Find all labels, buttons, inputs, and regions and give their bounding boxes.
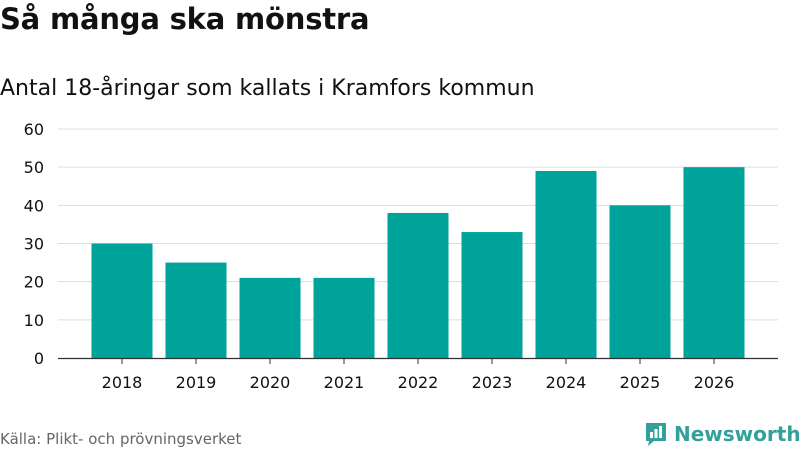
x-tick-label: 2025 (620, 373, 661, 392)
y-tick-label: 40 (24, 196, 44, 215)
chart-subtitle: Antal 18-åringar som kallats i Kramfors … (0, 76, 535, 101)
y-tick-label: 30 (24, 235, 44, 254)
y-tick-label: 10 (24, 311, 44, 330)
bar-2023 (461, 232, 523, 358)
x-axis-ticks: 2018 2019 2020 2021 2022 2023 2024 2025 2026 (102, 358, 735, 392)
bar-2024 (535, 170, 597, 358)
y-tick-label: 50 (24, 158, 44, 177)
brand-name: Newsworthy (674, 422, 800, 446)
brand-logo[interactable]: Newsworthy (644, 420, 800, 448)
bars (91, 167, 745, 358)
bar-2026 (683, 167, 745, 358)
source-note: Källa: Plikt- och prövningsverket (0, 430, 242, 448)
bar-2020 (239, 277, 301, 358)
x-tick-label: 2020 (250, 373, 291, 392)
bar-2019 (165, 262, 227, 358)
newsworthy-logo-icon (646, 423, 666, 446)
y-tick-label: 60 (24, 120, 44, 139)
x-tick-label: 2026 (694, 373, 735, 392)
y-axis-ticks: 0 10 20 30 40 50 60 (24, 120, 44, 368)
bar-2021 (313, 277, 375, 358)
bar-2018 (91, 243, 153, 358)
bar-2022 (387, 212, 449, 358)
bar-2025 (609, 205, 671, 358)
y-tick-label: 20 (24, 273, 44, 292)
x-tick-label: 2023 (472, 373, 513, 392)
y-tick-label: 0 (34, 349, 44, 368)
chart-title: Så många ska mönstra (0, 2, 370, 36)
x-tick-label: 2021 (324, 373, 365, 392)
x-tick-label: 2019 (176, 373, 217, 392)
x-tick-label: 2018 (102, 373, 143, 392)
x-tick-label: 2022 (398, 373, 439, 392)
x-tick-label: 2024 (546, 373, 587, 392)
